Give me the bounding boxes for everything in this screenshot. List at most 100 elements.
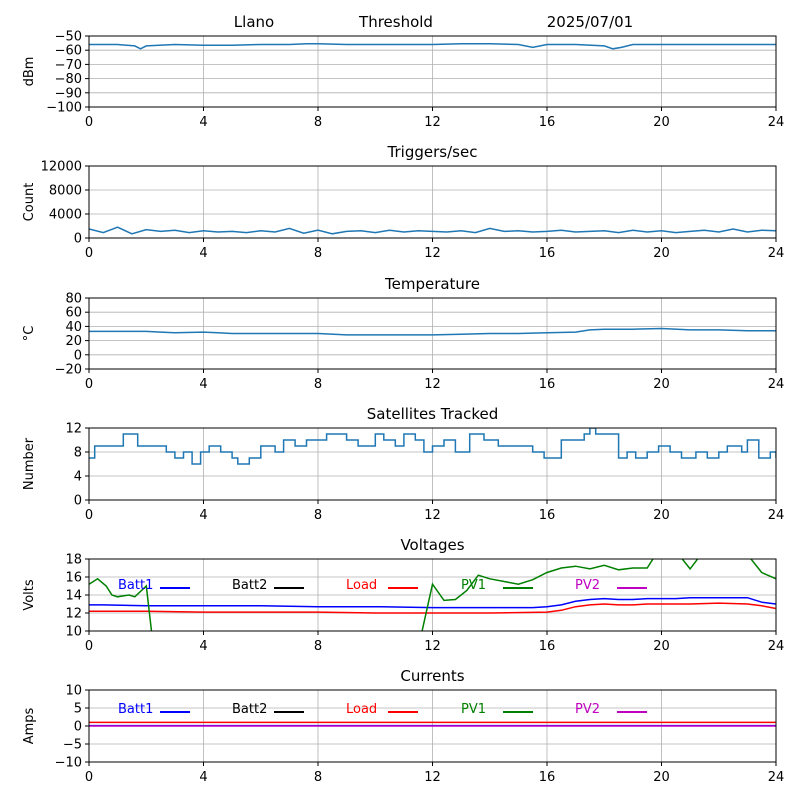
panel-triggers: 0 4 8 12 16 20 24 0 4000 8000 12000 Triggers/sec Cou… xyxy=(22,143,784,261)
x-tick-label: 12 xyxy=(424,508,441,523)
panel-currents: 0 4 8 12 16 20 24 −10 −5 0 5 10 Currents Amps Batt1 Bat… xyxy=(22,667,784,785)
y-tick-label: 20 xyxy=(65,334,82,349)
y-tick-label: 12 xyxy=(65,422,82,437)
x-tick-label: 12 xyxy=(424,770,441,785)
y-tick-label: 4 xyxy=(74,470,82,485)
x-tick-label: 20 xyxy=(653,377,670,392)
x-tick-label: 8 xyxy=(314,115,322,130)
y-axis-label: dBm xyxy=(22,57,37,87)
y-axis-label: Amps xyxy=(22,707,37,744)
y-tick-label: 10 xyxy=(65,684,82,699)
panel-signal: 0 4 8 12 16 20 24 −100−90−80−70−60−50 dBm xyxy=(22,30,784,131)
y-tick-label: 5 xyxy=(74,702,82,717)
panel-title: Temperature xyxy=(384,275,480,293)
x-tick-label: 24 xyxy=(768,115,785,130)
x-tick-label: 12 xyxy=(424,639,441,654)
y-tick-label: 60 xyxy=(65,306,82,321)
x-tick-label: 24 xyxy=(768,377,785,392)
series-line xyxy=(89,226,776,235)
x-tick-label: 0 xyxy=(85,639,93,654)
x-tick-label: 8 xyxy=(314,508,322,523)
x-tick-label: 16 xyxy=(539,377,556,392)
x-tick-label: 0 xyxy=(85,770,93,785)
y-axis-label: °C xyxy=(22,326,37,342)
mode-label: Threshold xyxy=(358,13,433,31)
y-tick-label: 40 xyxy=(65,320,82,335)
y-tick-label: 0 xyxy=(74,494,82,509)
y-tick-label: 12000 xyxy=(41,160,82,175)
y-tick-label: −20 xyxy=(55,363,82,378)
date-label: 2025/07/01 xyxy=(547,13,633,31)
y-tick-label: 0 xyxy=(74,348,82,363)
x-tick-label: 24 xyxy=(768,639,785,654)
y-tick-label: −5 xyxy=(63,738,82,753)
x-tick-label: 4 xyxy=(199,639,207,654)
panel-title: Satellites Tracked xyxy=(367,405,498,423)
legend-label-batt2: Batt2 xyxy=(232,578,267,593)
y-tick-label: 0 xyxy=(74,232,82,247)
x-tick-label: 8 xyxy=(314,246,322,261)
series-line xyxy=(89,43,776,50)
series-line xyxy=(89,428,776,465)
x-tick-label: 0 xyxy=(85,246,93,261)
y-tick-label: 8 xyxy=(74,446,82,461)
x-tick-label: 20 xyxy=(653,639,670,654)
x-tick-label: 16 xyxy=(539,508,556,523)
x-tick-label: 4 xyxy=(199,770,207,785)
y-tick-label: −10 xyxy=(55,756,82,771)
panel-title: Currents xyxy=(400,667,464,685)
x-tick-label: 4 xyxy=(199,508,207,523)
y-tick-label: −60 xyxy=(55,44,82,59)
x-tick-label: 20 xyxy=(653,770,670,785)
x-tick-label: 12 xyxy=(424,115,441,130)
y-tick-label: 4000 xyxy=(49,208,82,223)
x-tick-label: 24 xyxy=(768,246,785,261)
y-tick-label: 8000 xyxy=(49,184,82,199)
x-tick-label: 20 xyxy=(653,246,670,261)
x-tick-label: 0 xyxy=(85,508,93,523)
x-tick-label: 20 xyxy=(653,508,670,523)
y-tick-label: 10 xyxy=(65,625,82,640)
y-tick-label: −80 xyxy=(55,72,82,87)
legend-label-batt1: Batt1 xyxy=(118,578,153,593)
x-tick-label: 16 xyxy=(539,639,556,654)
legend-label-batt1: Batt1 xyxy=(118,702,153,717)
x-tick-label: 4 xyxy=(199,115,207,130)
y-tick-label: 80 xyxy=(65,292,82,307)
panel-satellites: 0 4 8 12 16 20 24 0 4 8 12 Satellites Tracked Number xyxy=(22,405,784,523)
x-tick-label: 20 xyxy=(653,115,670,130)
y-axis-label: Count xyxy=(22,183,37,222)
legend-label-batt2: Batt2 xyxy=(232,702,267,717)
x-tick-label: 24 xyxy=(768,770,785,785)
x-tick-label: 16 xyxy=(539,770,556,785)
x-tick-label: 4 xyxy=(199,246,207,261)
x-tick-label: 24 xyxy=(768,508,785,523)
y-tick-label: −70 xyxy=(55,58,82,73)
series-line-batt1 xyxy=(89,596,776,609)
x-tick-label: 16 xyxy=(539,115,556,130)
legend-label-pv2: PV2 xyxy=(575,578,600,593)
panel-title: Triggers/sec xyxy=(387,143,478,161)
y-tick-label: −90 xyxy=(55,86,82,101)
x-tick-label: 0 xyxy=(85,115,93,130)
x-tick-label: 8 xyxy=(314,377,322,392)
y-tick-label: −50 xyxy=(55,30,82,45)
y-tick-label: 14 xyxy=(65,589,82,604)
x-tick-label: 0 xyxy=(85,377,93,392)
x-tick-label: 8 xyxy=(314,770,322,785)
series-line-load xyxy=(89,602,776,614)
y-tick-label: 18 xyxy=(65,553,82,568)
legend-label-pv1: PV1 xyxy=(461,578,486,593)
x-tick-label: 12 xyxy=(424,377,441,392)
series-line xyxy=(89,327,776,336)
y-axis-label: Volts xyxy=(22,579,37,611)
x-tick-label: 16 xyxy=(539,246,556,261)
legend-label-load: Load xyxy=(346,578,377,593)
legend-label-pv2: PV2 xyxy=(575,702,600,717)
y-tick-label: 0 xyxy=(74,720,82,735)
y-tick-label: 12 xyxy=(65,607,82,622)
legend-label-load: Load xyxy=(346,702,377,717)
